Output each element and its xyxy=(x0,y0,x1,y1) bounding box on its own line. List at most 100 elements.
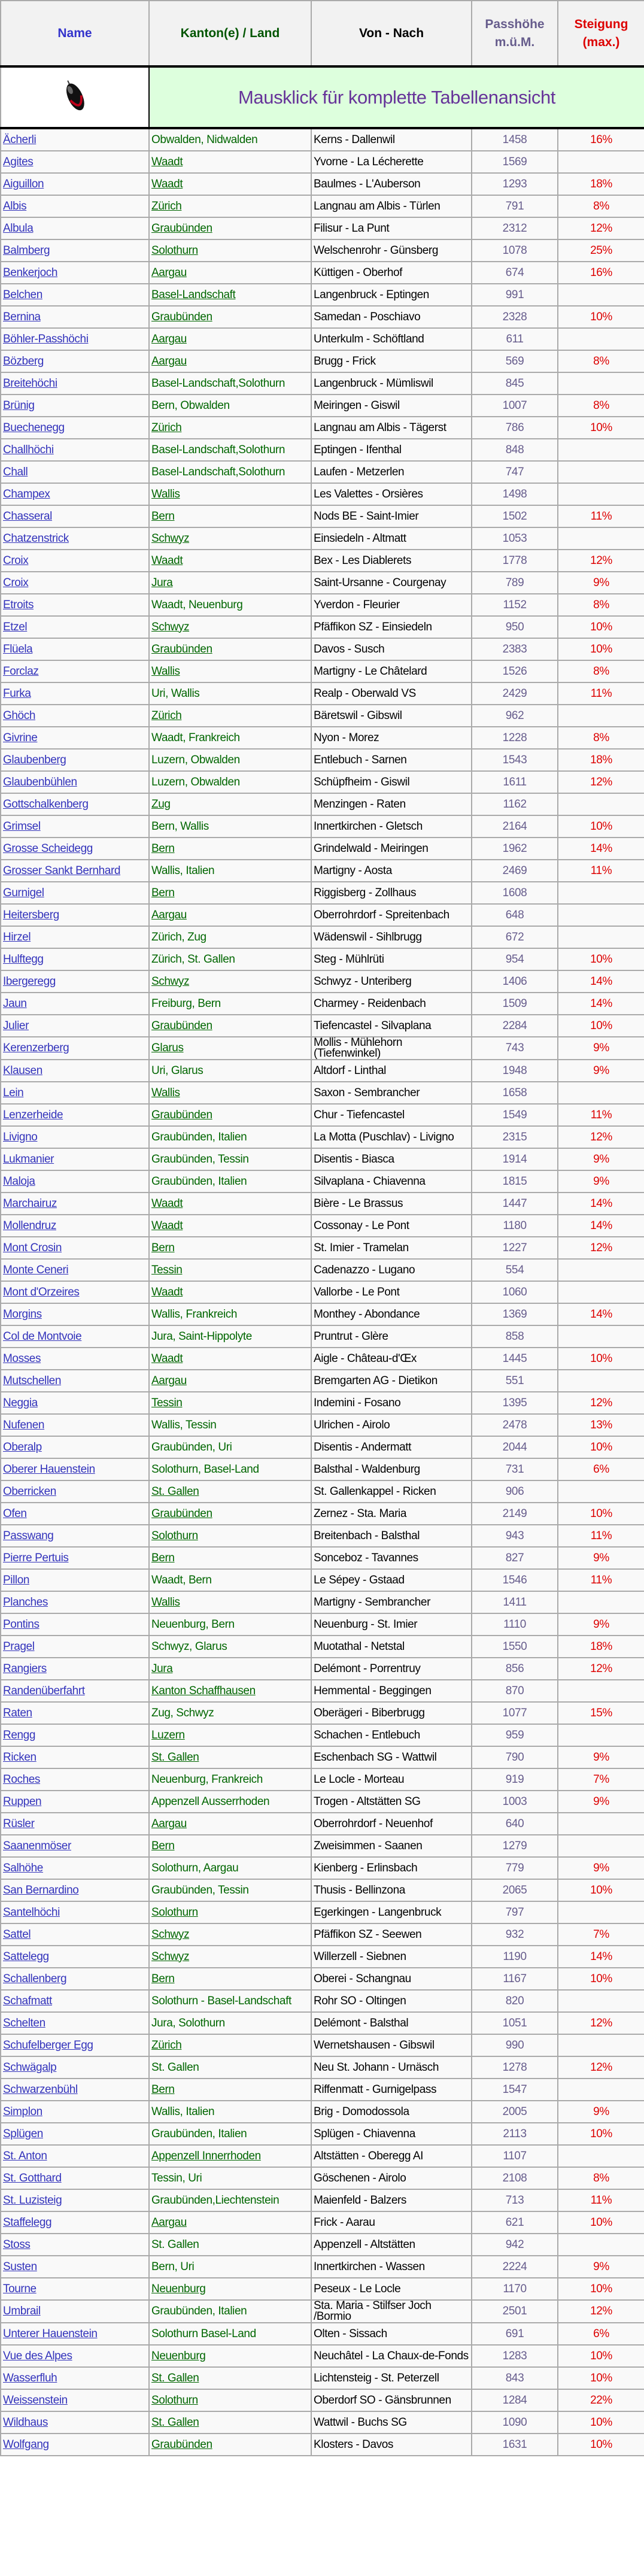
pass-name-link[interactable]: Chall xyxy=(3,465,28,478)
kanton-link[interactable]: Tessin xyxy=(151,1396,183,1409)
pass-name-link[interactable]: Lenzerheide xyxy=(3,1108,63,1121)
pass-name-link[interactable]: Susten xyxy=(3,2260,37,2273)
kanton-link[interactable]: St. Gallen xyxy=(151,1485,199,1498)
kanton-link[interactable]: St. Gallen xyxy=(151,2371,199,2384)
kanton-link[interactable]: Waadt xyxy=(151,1352,183,1365)
kanton-link[interactable]: Graubünden xyxy=(151,2438,212,2451)
pass-name-link[interactable]: Pierre Pertuis xyxy=(3,1551,69,1564)
pass-name-link[interactable]: Ofen xyxy=(3,1507,27,1520)
pass-name-link[interactable]: Maloja xyxy=(3,1175,35,1188)
kanton-link[interactable]: Aargau xyxy=(151,1817,187,1830)
pass-name-link[interactable]: Klausen xyxy=(3,1064,42,1077)
pass-name-link[interactable]: Heitersberg xyxy=(3,908,59,921)
pass-name-link[interactable]: Roches xyxy=(3,1773,41,1786)
pass-name-link[interactable]: Mollendruz xyxy=(3,1219,56,1232)
pass-name-link[interactable]: Chatzenstrick xyxy=(3,532,69,545)
pass-name-link[interactable]: Umbrail xyxy=(3,2305,41,2317)
kanton-link[interactable]: Bern xyxy=(151,1551,175,1564)
kanton-link[interactable]: St. Gallen xyxy=(151,1750,199,1764)
pass-name-link[interactable]: Etroits xyxy=(3,598,34,611)
pass-name-link[interactable]: Salhöhe xyxy=(3,1861,43,1874)
kanton-link[interactable]: Aargau xyxy=(151,266,187,279)
kanton-link[interactable]: Waadt xyxy=(151,177,183,190)
kanton-link[interactable]: Appenzell Innerrhoden xyxy=(151,2149,261,2162)
pass-name-link[interactable]: Julier xyxy=(3,1019,29,1032)
pass-name-link[interactable]: Passwang xyxy=(3,1529,54,1542)
pass-name-link[interactable]: Weissenstein xyxy=(3,2393,68,2407)
kanton-link[interactable]: Solothurn xyxy=(151,1906,198,1919)
pass-name-link[interactable]: Aiguillon xyxy=(3,177,44,190)
pass-name-link[interactable]: Oberer Hauenstein xyxy=(3,1463,95,1476)
pass-name-link[interactable]: Glaubenbühlen xyxy=(3,775,77,788)
pass-name-link[interactable]: Kerenzerberg xyxy=(3,1042,69,1054)
pass-name-link[interactable]: Albis xyxy=(3,199,27,213)
pass-name-link[interactable]: Wildhaus xyxy=(3,2416,48,2429)
pass-name-link[interactable]: Splügen xyxy=(3,2127,43,2140)
pass-name-link[interactable]: Vue des Alpes xyxy=(3,2349,72,2362)
column-header-steigung[interactable]: Steigung (max.) xyxy=(557,0,644,68)
kanton-link[interactable]: Graubünden xyxy=(151,642,212,656)
pass-name-link[interactable]: Pragel xyxy=(3,1640,35,1653)
kanton-link[interactable]: Neuenburg xyxy=(151,2282,206,2295)
kanton-link[interactable]: Neuenburg xyxy=(151,2349,206,2362)
pass-name-link[interactable]: Pontins xyxy=(3,1618,40,1631)
pass-name-link[interactable]: Challhöchi xyxy=(3,443,54,456)
pass-name-link[interactable]: Marchairuz xyxy=(3,1197,57,1210)
pass-name-link[interactable]: Lein xyxy=(3,1086,24,1099)
kanton-link[interactable]: Aargau xyxy=(151,2216,187,2229)
pass-name-link[interactable]: Wolfgang xyxy=(3,2438,49,2451)
kanton-link[interactable]: Bern xyxy=(151,1839,175,1852)
pass-name-link[interactable]: Balmberg xyxy=(3,244,50,257)
pass-name-link[interactable]: Grimsel xyxy=(3,820,41,833)
pass-name-link[interactable]: Schwägalp xyxy=(3,2061,57,2074)
pass-name-link[interactable]: Benkerjoch xyxy=(3,266,58,279)
kanton-link[interactable]: Jura xyxy=(151,1662,173,1675)
kanton-link[interactable]: Glarus xyxy=(151,1042,184,1054)
pass-name-link[interactable]: Unterer Hauenstein xyxy=(3,2327,98,2340)
kanton-link[interactable]: Schwyz xyxy=(151,620,190,633)
pass-name-link[interactable]: Stoss xyxy=(3,2238,31,2251)
kanton-link[interactable]: Wallis xyxy=(151,1595,180,1609)
kanton-link[interactable]: Zürich xyxy=(151,421,182,434)
pass-name-link[interactable]: Croix xyxy=(3,554,29,567)
kanton-link[interactable]: Bern xyxy=(151,1241,175,1254)
kanton-link[interactable]: Wallis xyxy=(151,1086,180,1099)
pass-name-link[interactable]: Randenüberfahrt xyxy=(3,1684,85,1697)
kanton-link[interactable]: Bern xyxy=(151,886,175,899)
pass-name-link[interactable]: Santelhöchi xyxy=(3,1906,60,1919)
kanton-link[interactable]: Aargau xyxy=(151,332,187,345)
pass-name-link[interactable]: Pillon xyxy=(3,1573,30,1586)
kanton-link[interactable]: Graubünden xyxy=(151,1019,212,1032)
pass-name-link[interactable]: Ghöch xyxy=(3,709,35,722)
pass-name-link[interactable]: Monte Ceneri xyxy=(3,1263,69,1276)
column-header-passhoehe[interactable]: Passhöhe m.ü.M. xyxy=(471,0,558,68)
pass-name-link[interactable]: Bözberg xyxy=(3,354,44,368)
pass-name-link[interactable]: Wasserfluh xyxy=(3,2371,57,2384)
pass-name-link[interactable]: Neggia xyxy=(3,1396,38,1409)
kanton-link[interactable]: Graubünden xyxy=(151,310,212,323)
kanton-link[interactable]: Jura xyxy=(151,576,173,589)
kanton-link[interactable]: Graubünden xyxy=(151,1108,212,1121)
pass-name-link[interactable]: Grosse Scheidegg xyxy=(3,842,93,855)
pass-name-link[interactable]: Rangiers xyxy=(3,1662,47,1675)
pass-name-link[interactable]: Lukmanier xyxy=(3,1152,54,1166)
kanton-link[interactable]: Bern xyxy=(151,1972,175,1985)
pass-name-link[interactable]: Mutschellen xyxy=(3,1374,61,1387)
pass-name-link[interactable]: Givrine xyxy=(3,731,38,744)
kanton-link[interactable]: Luzern xyxy=(151,1728,185,1741)
pass-name-link[interactable]: Schufelberger Egg xyxy=(3,2038,93,2052)
kanton-link[interactable]: Schwyz xyxy=(151,1928,190,1941)
kanton-link[interactable]: Bern xyxy=(151,509,175,523)
pass-name-link[interactable]: Bernina xyxy=(3,310,41,323)
pass-name-link[interactable]: Sattelegg xyxy=(3,1950,49,1963)
pass-name-link[interactable]: Buechenegg xyxy=(3,421,65,434)
pass-name-link[interactable]: Schallenberg xyxy=(3,1972,67,1985)
pass-name-link[interactable]: Etzel xyxy=(3,620,28,633)
kanton-link[interactable]: Zürich xyxy=(151,2038,182,2052)
pass-name-link[interactable]: Rüsler xyxy=(3,1817,35,1830)
pass-name-link[interactable]: Staffelegg xyxy=(3,2216,52,2229)
pass-name-link[interactable]: St. Gotthard xyxy=(3,2171,62,2184)
pass-name-link[interactable]: Böhler-Passhöchi xyxy=(3,332,89,345)
pass-name-link[interactable]: Forclaz xyxy=(3,665,39,678)
pass-name-link[interactable]: Glaubenberg xyxy=(3,753,66,766)
